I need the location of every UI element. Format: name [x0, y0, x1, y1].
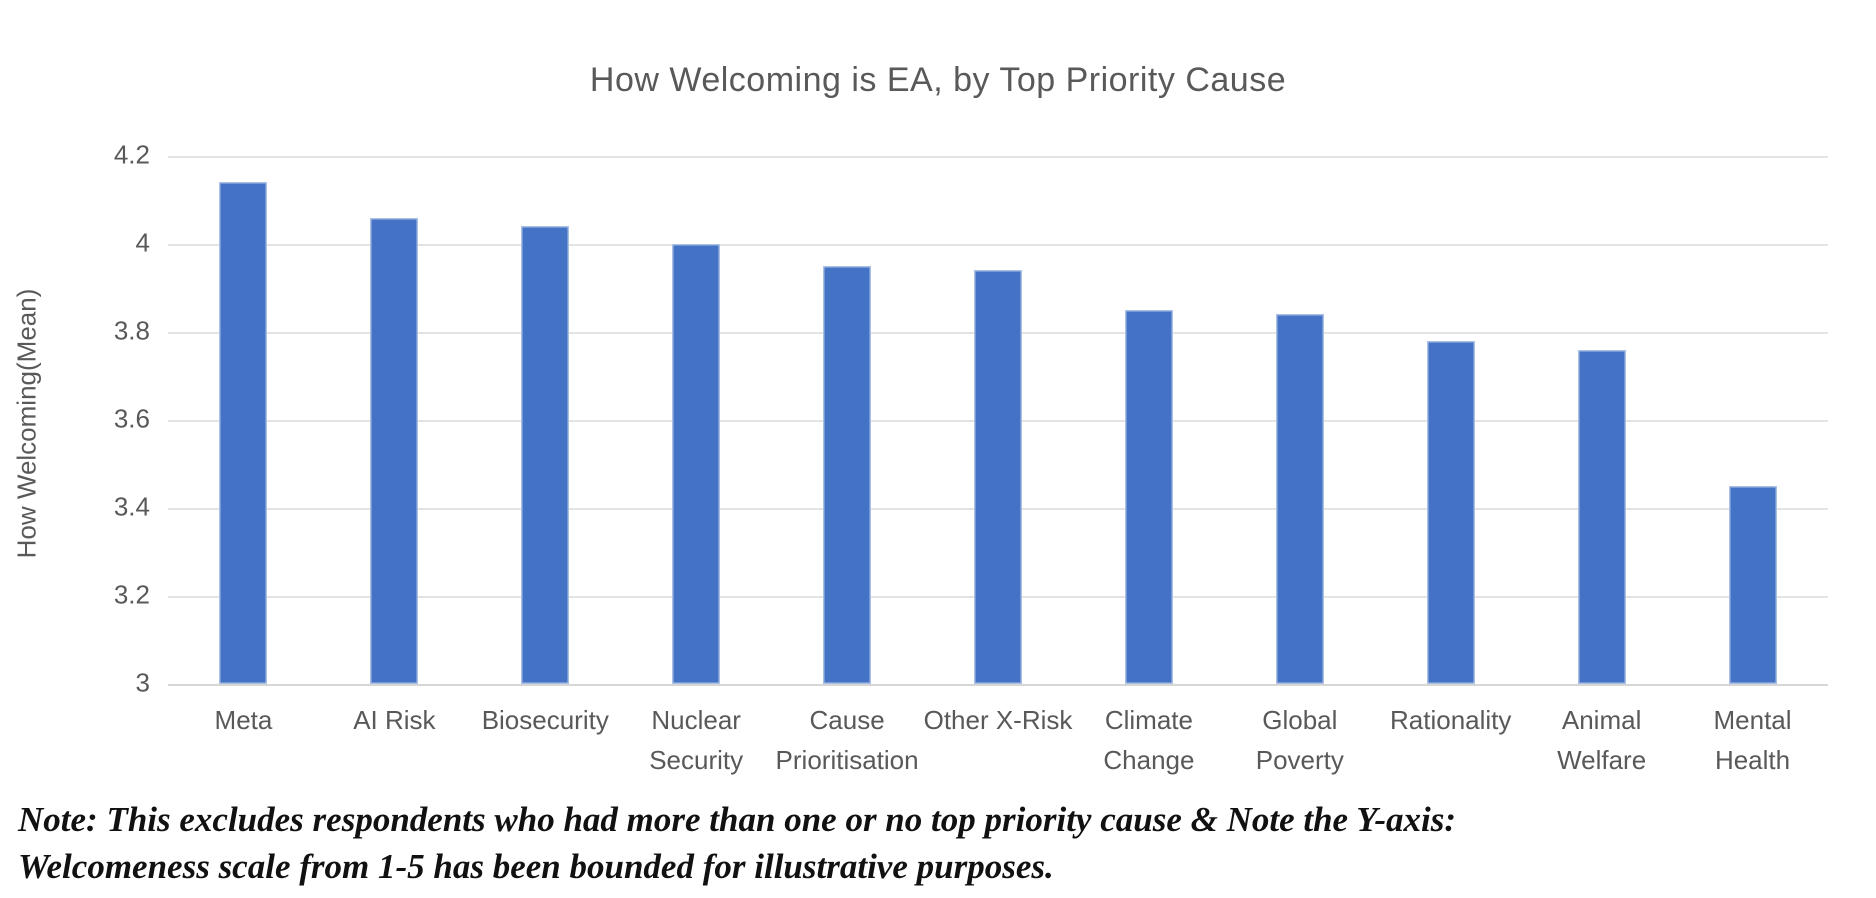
bar-slot [1375, 156, 1526, 684]
x-category-label: Animal Welfare [1557, 705, 1647, 775]
y-tick-label: 4.2 [113, 139, 150, 170]
bar-other-x-risk [973, 270, 1022, 684]
bar-slot [168, 156, 319, 684]
note-line-1: Note: This excludes respondents who had … [18, 800, 1457, 839]
bar-slot [1073, 156, 1224, 684]
x-category-label: Cause Prioritisation [775, 705, 919, 775]
x-category-label: Other X-Risk [923, 705, 1073, 735]
note-line-2: Welcomeness scale from 1-5 has been boun… [18, 847, 1054, 886]
bar-slot [923, 156, 1074, 684]
y-tick-label: 3.4 [113, 491, 150, 522]
bar-cause-prioritisation [823, 266, 872, 684]
note-text: Note: This excludes respondents who had … [18, 796, 1818, 890]
gridline [168, 156, 1828, 158]
bar-slot [470, 156, 621, 684]
bar-slot [1526, 156, 1677, 684]
y-tick-label: 3.8 [113, 315, 150, 346]
x-category-label: Climate Change [1103, 705, 1195, 775]
x-category-label: Biosecurity [481, 705, 609, 735]
chart-title: How Welcoming is EA, by Top Priority Cau… [589, 61, 1287, 99]
bar-rationality [1426, 340, 1475, 684]
x-category-label: Rationality [1390, 705, 1512, 735]
bar-ai-risk [370, 217, 419, 684]
y-tick-label: 3.6 [113, 403, 150, 434]
bar-slot [1677, 156, 1828, 684]
bar-animal-welfare [1577, 349, 1626, 684]
gridline [168, 684, 1828, 686]
y-tick-label: 3 [135, 667, 150, 698]
x-category-label: Nuclear Security [649, 705, 744, 775]
bar-slot [621, 156, 772, 684]
x-category-label: Meta [214, 705, 273, 735]
bar-slot [772, 156, 923, 684]
x-category-label: Mental Health [1713, 705, 1792, 775]
plot-area [168, 156, 1828, 686]
bar-nuclear-security [672, 244, 721, 684]
y-tick-label: 3.2 [113, 579, 150, 610]
y-tick-label: 4 [135, 227, 150, 258]
gridline [168, 244, 1828, 246]
y-axis-tick-labels: 4.2 4 3.8 3.6 3.4 3.2 3 [0, 139, 160, 697]
bar-global-poverty [1275, 314, 1324, 684]
bar-mental-health [1728, 486, 1777, 684]
x-category-label: Global Poverty [1255, 705, 1344, 775]
x-axis-category-labels: Meta AI Risk Biosecurity Nuclear Security Cau… [168, 700, 1828, 790]
bar-meta [219, 182, 268, 684]
bar-slot [319, 156, 470, 684]
x-category-label: AI Risk [353, 705, 436, 735]
bar-slot [1224, 156, 1375, 684]
bar-biosecurity [521, 226, 570, 684]
bar-climate-change [1124, 310, 1173, 684]
